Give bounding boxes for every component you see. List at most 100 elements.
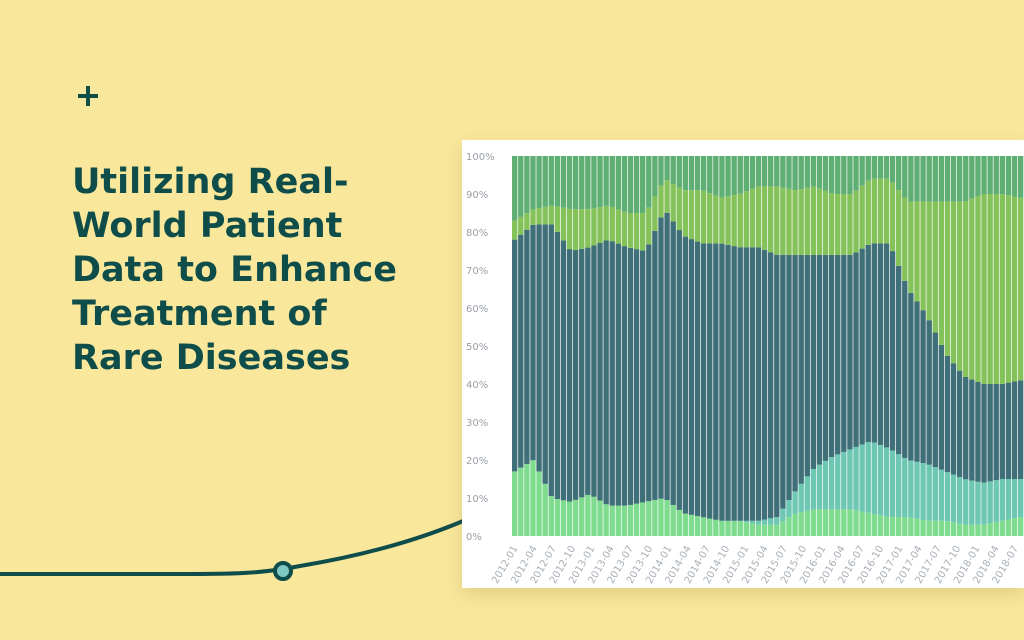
bar-segment [847,156,853,194]
bar-segment [579,497,585,536]
bar-segment [627,213,634,248]
bar-segment [883,516,890,536]
bar-segment [975,196,981,382]
bar-segment [963,156,969,202]
bar-segment [871,178,878,244]
bar-segment [682,236,689,514]
y-tick-label: 70% [466,266,488,277]
bar-segment [761,524,768,536]
bar-segment [902,517,908,536]
bar-segment [1005,479,1012,520]
bar-segment [926,520,932,536]
bar-segment [999,156,1006,195]
bar-segment [871,156,878,179]
bar-segment [774,254,780,518]
bar-segment [652,499,658,536]
bar-segment [1005,382,1012,479]
bar-segment [816,254,823,465]
y-tick-label: 60% [466,304,488,315]
bar-segment [969,156,975,199]
bar-segment [676,156,682,188]
bar-segment [932,201,938,333]
bar-segment [859,511,865,536]
bar-segment [920,156,926,202]
bar-segment [792,513,798,536]
bar-segment [536,208,542,225]
bar-segment [963,524,969,536]
bar-segment [640,502,646,536]
bar-segment [603,504,609,536]
bar-segment [798,254,804,484]
bar-segment [688,156,695,191]
bar-segment [743,247,750,521]
bar-segment [554,499,561,536]
bar-segment [822,509,829,536]
bar-segment [889,251,896,451]
bar-segment [713,519,719,536]
bar-segment [963,479,969,525]
bar-segment [889,182,896,252]
bar-segment [944,201,951,356]
bar-segment [585,209,591,248]
bar-segment [932,332,938,468]
bar-segment [725,244,731,521]
bar-segment [810,468,817,510]
bar-segment [859,444,865,512]
bar-segment [621,505,628,536]
bar-segment [993,156,999,194]
bar-segment [926,464,932,521]
bar-segment [938,520,945,536]
bar-segment [1011,381,1018,479]
bar-segment [987,194,993,384]
bar-segment [889,156,896,183]
bar-segment [810,186,817,255]
bar-segment [969,379,975,481]
bar-segment [993,480,999,522]
bar-segment [670,504,676,536]
bar-segment [944,521,951,536]
bar-segment [621,156,628,212]
bar-segment [877,178,884,244]
bar-segment [987,156,993,194]
bar-segment [920,201,926,311]
bar-segment [530,460,536,536]
bar-segment [920,310,926,464]
bar-segment [731,246,737,521]
bar-segment [536,224,542,472]
bar-segment [792,254,798,492]
bar-segment [512,471,518,536]
bar-segment [993,521,999,536]
y-tick-label: 90% [466,190,488,201]
y-tick-label: 40% [466,380,488,391]
bar-segment [816,188,823,255]
bar-segment [835,194,841,255]
bar-segment [981,524,987,536]
bar-segment [981,156,987,194]
bar-segment [719,243,725,521]
bar-segment [798,483,804,513]
bar-segment [560,240,567,501]
bar-segment [761,249,768,520]
bar-segment [975,524,981,536]
bar-segment [591,496,597,536]
bar-segment [646,156,652,208]
bar-segment [889,517,896,536]
bar-segment [597,207,603,243]
bar-segment [792,156,798,191]
bar-segment [548,496,554,536]
bar-segment [518,467,524,536]
bar-segment [670,156,676,185]
bar-segment [877,243,884,445]
bar-segment [1017,197,1024,381]
bar-segment [926,156,932,202]
bar-segment [999,383,1006,479]
bar-segment [591,245,597,497]
bar-segment [1017,156,1024,198]
bar-segment [548,224,554,497]
bar-segment [603,205,609,241]
y-tick-label: 80% [466,228,488,239]
bar-segment [572,250,579,500]
bar-segment [749,520,756,524]
bar-segment [694,156,701,191]
bar-segment [963,376,969,480]
